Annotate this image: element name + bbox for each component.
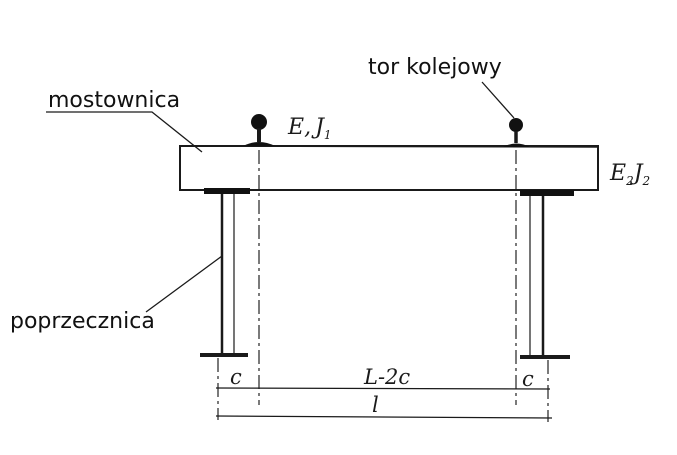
rail-property-j: J: [311, 115, 325, 140]
rail-label: tor kolejowy: [368, 55, 502, 80]
rail-property-e: E: [287, 115, 304, 140]
left-bearing-pad: [204, 188, 250, 194]
right-rail-foot: [503, 143, 530, 147]
right-crossbeam: [520, 196, 570, 359]
dimension-c-right: c: [522, 367, 534, 391]
left-crossbeam: [200, 194, 248, 357]
crossbeam-label: poprzecznica: [10, 309, 155, 334]
left-rail-foot: [243, 142, 275, 146]
dimension-middle: L-2c: [363, 365, 410, 389]
crossbeam-leader-line: [145, 255, 223, 313]
dimension-c-left: c: [230, 365, 242, 389]
rail-property: E, J1: [287, 115, 332, 142]
sleeper-leader-line: [46, 111, 203, 153]
left-rail-head: [251, 114, 267, 130]
right-rail: [503, 118, 530, 147]
sleeper-property-j-sub: 2: [642, 174, 651, 188]
dimension-total: l: [372, 393, 379, 417]
sleeper-beam-top-edge: [179, 145, 599, 148]
right-rail-head: [509, 118, 523, 132]
rail-property-sep: ,: [304, 115, 311, 140]
sleeper-label: mostownica: [48, 88, 180, 113]
left-rail: [243, 114, 275, 146]
sleeper-beam: [179, 145, 599, 191]
sleeper-property-e: E: [609, 161, 626, 186]
rail-leader-line: [481, 81, 515, 119]
sleeper-property: E2J2: [609, 161, 650, 188]
sleeper-property-e-sub: 2: [625, 174, 634, 188]
dimension-line-lower: [215, 415, 553, 419]
right-bearing-pad: [520, 190, 574, 196]
rail-property-sub: 1: [324, 128, 332, 142]
dimension-line-upper: [215, 387, 551, 390]
sleeper-property-j: J: [630, 161, 644, 186]
